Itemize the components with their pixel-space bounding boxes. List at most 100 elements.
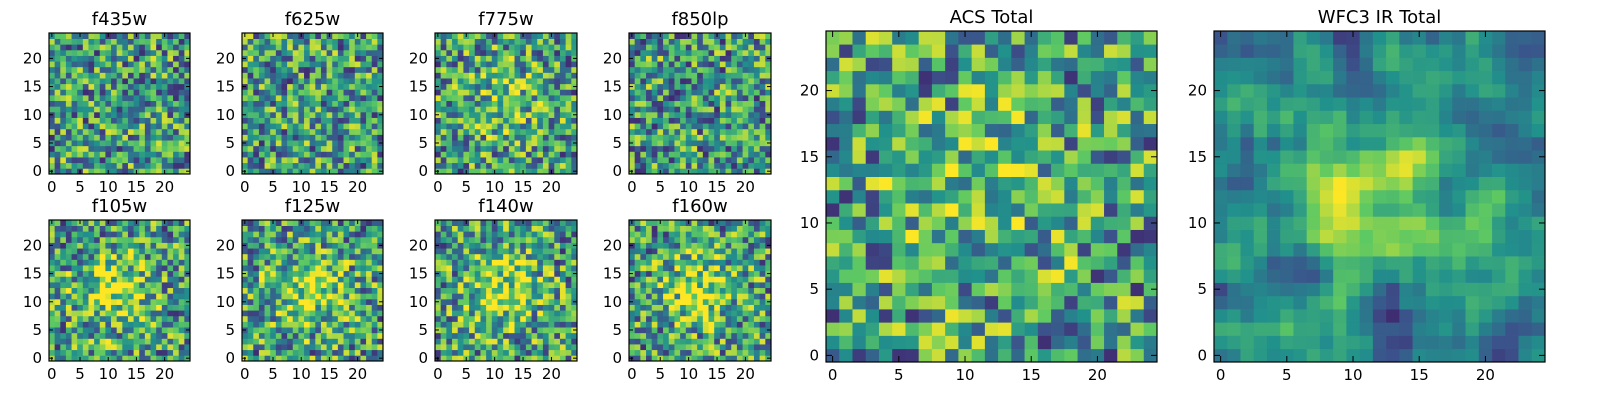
heatmap-cell	[480, 100, 487, 107]
heatmap-cell	[531, 123, 538, 130]
heatmap-cell	[640, 344, 647, 351]
y-tick-label: 5	[612, 134, 622, 152]
heatmap-cell	[559, 231, 566, 238]
heatmap-cell	[65, 282, 72, 289]
heatmap-cell	[440, 298, 447, 305]
heatmap-cell	[697, 140, 704, 147]
heatmap-cell	[292, 33, 299, 39]
heatmap-cell	[111, 293, 118, 300]
heatmap-cell	[680, 95, 687, 102]
y-tick-label: 15	[216, 265, 235, 283]
heatmap-cell	[452, 140, 459, 147]
heatmap-cell	[258, 111, 265, 118]
heatmap-cell	[343, 111, 350, 118]
heatmap-cell	[287, 282, 294, 289]
heatmap-cell	[748, 168, 755, 175]
heatmap-cell	[548, 349, 555, 356]
heatmap-cell	[629, 332, 636, 339]
heatmap-cell	[116, 265, 123, 272]
heatmap-cell	[105, 253, 112, 260]
heatmap-cell	[173, 44, 180, 51]
heatmap-cell	[184, 117, 191, 124]
heatmap-cell	[281, 293, 288, 300]
heatmap-cell	[508, 111, 515, 118]
heatmap-cell	[315, 83, 322, 90]
heatmap-cell	[54, 72, 61, 79]
heatmap-cell	[343, 89, 350, 96]
heatmap-cell	[708, 276, 715, 283]
heatmap-cell	[446, 123, 453, 130]
heatmap-cell	[646, 134, 653, 141]
heatmap-cell	[640, 162, 647, 169]
heatmap-cell	[463, 253, 470, 260]
heatmap-cell	[275, 78, 282, 85]
heatmap-cell	[759, 298, 766, 305]
heatmap-cell	[702, 315, 709, 322]
heatmap-cell	[537, 231, 544, 238]
heatmap-cell	[463, 95, 470, 102]
heatmap-cell	[736, 44, 743, 51]
heatmap-cell	[725, 315, 732, 322]
heatmap-cell	[474, 157, 481, 164]
heatmap-cell	[691, 117, 698, 124]
heatmap-cell	[371, 293, 378, 300]
heatmap-cell	[275, 242, 282, 249]
heatmap-cell	[94, 49, 101, 56]
heatmap-cell	[337, 231, 344, 238]
heatmap-cell	[184, 338, 191, 345]
heatmap-cell	[354, 253, 361, 260]
heatmap-cell	[480, 151, 487, 158]
heatmap-cell	[725, 44, 732, 51]
heatmap-cell	[685, 95, 692, 102]
heatmap-cell	[167, 349, 174, 356]
heatmap-cell	[565, 106, 572, 113]
heatmap-cell	[634, 140, 641, 147]
heatmap-cell	[253, 61, 260, 68]
heatmap-cell	[697, 117, 704, 124]
heatmap-cell	[178, 157, 185, 164]
heatmap-cell	[520, 287, 527, 294]
heatmap-cell	[542, 44, 549, 51]
heatmap-cell	[150, 349, 157, 356]
heatmap-cell	[531, 349, 538, 356]
heatmap-cell	[377, 100, 384, 107]
heatmap-cell	[435, 253, 442, 260]
heatmap-cell	[49, 231, 55, 238]
heatmap-cell	[446, 145, 453, 152]
heatmap-cell	[60, 304, 67, 311]
heatmap-cell	[680, 344, 687, 351]
heatmap-cell	[452, 332, 459, 339]
heatmap-cell	[184, 49, 191, 56]
heatmap-cell	[542, 95, 549, 102]
heatmap-cell	[714, 310, 721, 317]
heatmap-cell	[691, 66, 698, 73]
heatmap-cell	[440, 304, 447, 311]
heatmap-cell	[520, 321, 527, 328]
heatmap-cell	[247, 157, 254, 164]
heatmap-cell	[150, 282, 157, 289]
heatmap-cell	[486, 220, 493, 226]
heatmap-cell	[446, 236, 453, 243]
heatmap-cell	[65, 236, 72, 243]
heatmap-cell	[719, 83, 726, 90]
heatmap-cell	[292, 236, 299, 243]
heatmap-cell	[657, 66, 664, 73]
heatmap-cell	[435, 78, 442, 85]
heatmap-cell	[122, 236, 129, 243]
heatmap-cell	[377, 344, 384, 351]
heatmap-cell	[508, 315, 515, 322]
heatmap-cell	[94, 315, 101, 322]
heatmap-cell	[452, 327, 459, 334]
heatmap-cell	[668, 276, 675, 283]
heatmap-cell	[343, 33, 350, 39]
heatmap-cell	[531, 72, 538, 79]
heatmap-cell	[60, 265, 67, 272]
heatmap-cell	[360, 259, 367, 266]
heatmap-cell	[491, 231, 498, 238]
heatmap-cell	[360, 265, 367, 272]
heatmap-cell	[514, 293, 521, 300]
heatmap-cell	[156, 78, 163, 85]
heatmap-cell	[99, 145, 106, 152]
heatmap-cell	[60, 168, 67, 175]
x-tick-label: 0	[433, 178, 443, 196]
